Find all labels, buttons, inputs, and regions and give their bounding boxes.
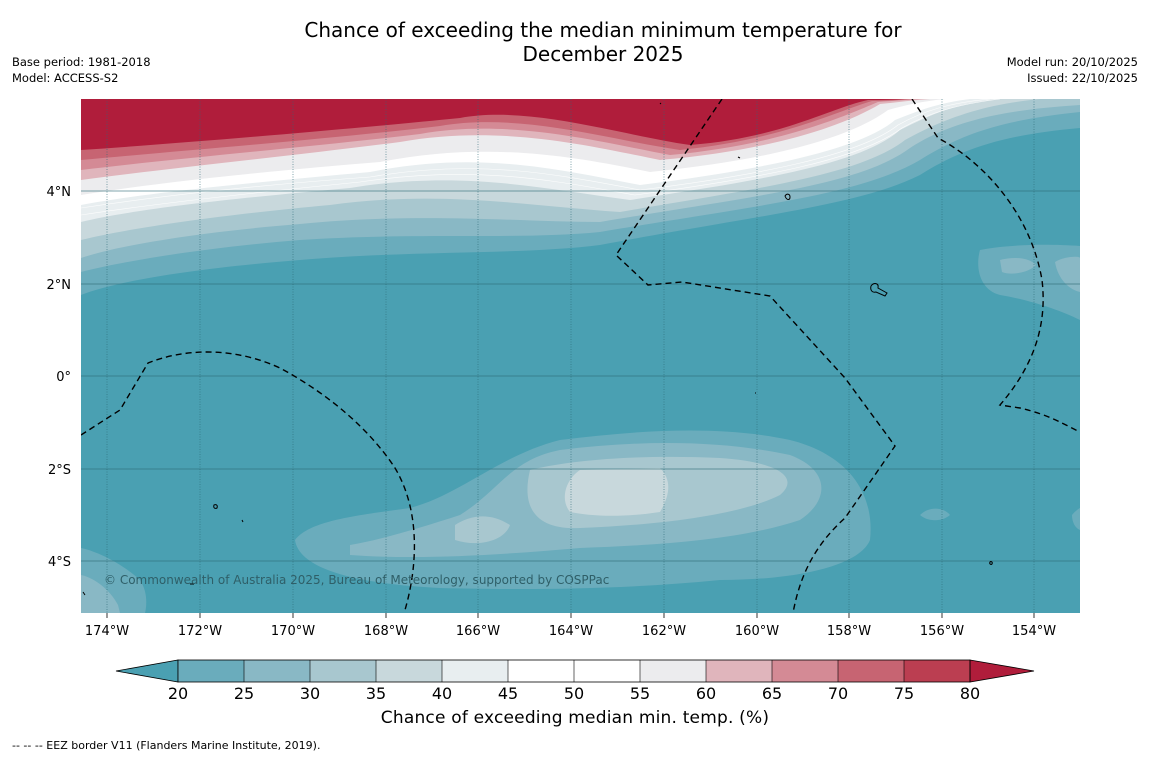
colorbar-label: 50 bbox=[564, 684, 584, 703]
lon-label: 156°W bbox=[920, 624, 964, 639]
colorbar-segment bbox=[310, 660, 376, 682]
lon-labels: 174°W 172°W 170°W 168°W 166°W 164°W 162°… bbox=[85, 624, 1056, 639]
colorbar-segment bbox=[772, 660, 838, 682]
model-run: Model run: 20/10/2025 bbox=[1006, 55, 1138, 69]
lon-label: 154°W bbox=[1012, 624, 1056, 639]
island-outline bbox=[870, 283, 888, 297]
eez-border bbox=[615, 99, 896, 613]
band-east-30b bbox=[1055, 256, 1080, 292]
issued-date: Issued: 22/10/2025 bbox=[1027, 71, 1138, 85]
colorbar-segment bbox=[376, 660, 442, 682]
lon-label: 170°W bbox=[271, 624, 315, 639]
band-east-25c bbox=[1072, 508, 1080, 530]
parallels bbox=[81, 190, 1080, 562]
colorbar-segment bbox=[838, 660, 904, 682]
colorbar-label: 20 bbox=[168, 684, 188, 703]
colorbar-segment bbox=[706, 660, 772, 682]
model-name: Model: ACCESS-S2 bbox=[12, 71, 119, 85]
colorbar-label: 65 bbox=[762, 684, 782, 703]
lon-label: 168°W bbox=[364, 624, 408, 639]
colorbar-label: 45 bbox=[498, 684, 518, 703]
map-title: Chance of exceeding the median minimum t… bbox=[240, 18, 966, 66]
lat-labels: 4°N 2°N 0° 2°S 4°S bbox=[47, 185, 72, 570]
north-contour-line bbox=[81, 99, 991, 209]
band-40-south bbox=[564, 468, 669, 516]
title-line-1: Chance of exceeding the median minimum t… bbox=[304, 18, 902, 42]
colorbar-label: 70 bbox=[828, 684, 848, 703]
lon-label: 174°W bbox=[85, 624, 129, 639]
band-sw-30 bbox=[81, 575, 120, 613]
colorbar-label: 35 bbox=[366, 684, 386, 703]
band-east-30 bbox=[1000, 257, 1036, 274]
lon-label: 160°W bbox=[735, 624, 779, 639]
island-outline bbox=[659, 102, 662, 105]
colorbar-label: 75 bbox=[894, 684, 914, 703]
colorbar-segment bbox=[178, 660, 244, 682]
colorbar-label: 55 bbox=[630, 684, 650, 703]
colorbar-segment bbox=[904, 660, 970, 682]
island-outline bbox=[241, 519, 244, 523]
colorbar-title: Chance of exceeding median min. temp. (%… bbox=[380, 708, 770, 728]
title-line-2: December 2025 bbox=[522, 42, 684, 66]
lat-label: 0° bbox=[56, 370, 71, 385]
colorbar-segment bbox=[574, 660, 640, 682]
colorbar-labels: 20 25 30 35 40 45 50 55 60 65 70 75 80 bbox=[168, 684, 980, 703]
lat-label: 2°N bbox=[47, 278, 72, 293]
lon-label: 158°W bbox=[827, 624, 871, 639]
copyright-text: © Commonwealth of Australia 2025, Bureau… bbox=[104, 573, 609, 587]
eez-border bbox=[911, 99, 1080, 433]
meta-left: Base period: 1981-2018 Model: ACCESS-S2 bbox=[12, 54, 151, 86]
colorbar-label: 30 bbox=[300, 684, 320, 703]
eez-border bbox=[81, 351, 416, 611]
colorbar: 20 25 30 35 40 45 50 55 60 65 70 75 80 bbox=[115, 659, 1035, 703]
lat-label: 4°N bbox=[47, 185, 72, 200]
lat-label: 2°S bbox=[48, 463, 71, 478]
island-outline bbox=[213, 504, 218, 509]
eez-borders bbox=[81, 99, 1080, 613]
north-contour-lines bbox=[81, 99, 1001, 216]
lon-label: 172°W bbox=[178, 624, 222, 639]
colorbar-dividers bbox=[243, 660, 905, 682]
island-outline bbox=[737, 156, 741, 159]
base-period: Base period: 1981-2018 bbox=[12, 55, 151, 69]
colorbar-extend-high bbox=[969, 659, 1035, 683]
island-outline bbox=[784, 193, 791, 200]
colorbar-segment bbox=[244, 660, 310, 682]
eez-legend-footer: -- -- -- EEZ border V11 (Flanders Marine… bbox=[12, 739, 321, 752]
map-area: © Commonwealth of Australia 2025, Bureau… bbox=[81, 99, 1080, 613]
band-80-north bbox=[81, 99, 905, 150]
island-outline bbox=[989, 561, 993, 565]
lon-label: 162°W bbox=[642, 624, 686, 639]
colorbar-label: 60 bbox=[696, 684, 716, 703]
north-contour-line bbox=[81, 99, 1001, 216]
colorbar-label: 40 bbox=[432, 684, 452, 703]
band-east-25b bbox=[920, 508, 950, 521]
islands bbox=[82, 102, 993, 596]
colorbar-segment bbox=[508, 660, 574, 682]
colorbar-label: 25 bbox=[234, 684, 254, 703]
lon-ticks bbox=[106, 613, 1035, 618]
lon-label: 164°W bbox=[549, 624, 593, 639]
island-outline bbox=[82, 591, 86, 596]
colorbar-extend-low bbox=[115, 659, 179, 683]
colorbar-segment bbox=[640, 660, 706, 682]
lat-label: 4°S bbox=[48, 555, 71, 570]
colorbar-label: 80 bbox=[960, 684, 980, 703]
meridians bbox=[106, 99, 1035, 613]
meta-right: Model run: 20/10/2025 Issued: 22/10/2025 bbox=[1007, 54, 1138, 86]
lon-label: 166°W bbox=[456, 624, 500, 639]
colorbar-segment bbox=[442, 660, 508, 682]
band-35-south bbox=[455, 516, 510, 544]
